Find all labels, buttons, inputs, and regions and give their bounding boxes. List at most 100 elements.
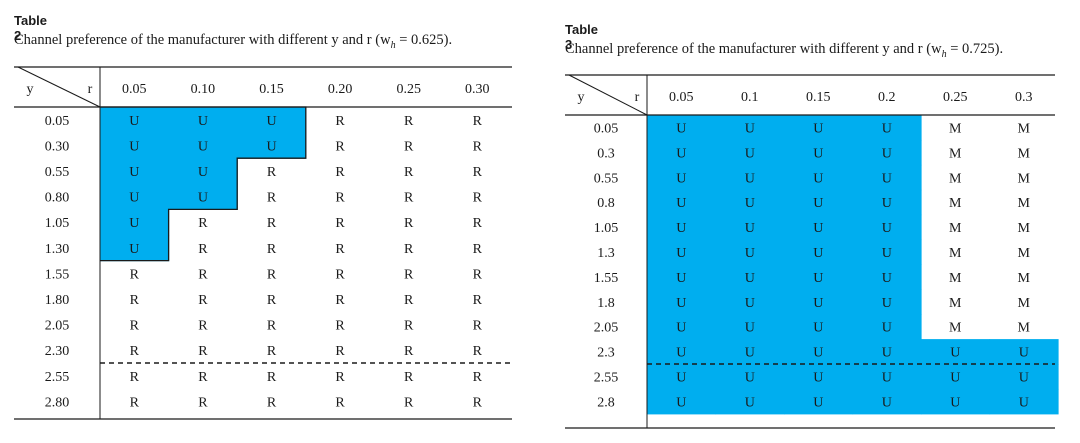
highlight-cell [852, 339, 922, 365]
table-cell: U [813, 196, 823, 211]
table-cell: U [882, 395, 892, 410]
table-cell: U [745, 196, 755, 211]
highlight-cell [852, 289, 922, 315]
table-cell: R [198, 370, 208, 385]
highlight-cell [921, 339, 991, 365]
table-cell: U [676, 221, 686, 236]
table-cell: M [949, 121, 962, 136]
table-cell: U [882, 321, 892, 336]
highlight-cell [989, 388, 1059, 415]
row-header: 1.55 [45, 267, 70, 282]
highlight-cell [647, 364, 717, 390]
table-cell: U [882, 171, 892, 186]
table-cell: R [473, 242, 483, 257]
table-cell: R [473, 370, 483, 385]
table-3-caption-tail: = 0.725). [946, 41, 1004, 57]
highlight-cell [647, 239, 717, 265]
highlight-cell [168, 158, 238, 185]
column-header: 0.05 [669, 90, 694, 105]
table-cell: M [949, 146, 962, 161]
highlight-cell [168, 107, 238, 134]
table-cell: U [745, 246, 755, 261]
highlight-cell [100, 209, 170, 236]
highlight-cell [647, 139, 717, 166]
table-cell: R [335, 267, 345, 282]
corner-diagonal [17, 66, 101, 108]
highlight-cell [852, 239, 922, 265]
highlight-cell [715, 264, 785, 290]
table-cell: U [1019, 395, 1029, 410]
column-header: 0.1 [741, 90, 759, 105]
table-cell: R [267, 242, 277, 257]
table-cell: M [949, 271, 962, 286]
row-header: 0.55 [45, 165, 70, 180]
table-cell: R [130, 370, 140, 385]
table-cell: U [676, 246, 686, 261]
row-header: 1.3 [597, 246, 615, 261]
highlight-cell [715, 115, 785, 141]
highlight-cell [237, 132, 307, 159]
table-cell: R [335, 139, 345, 154]
row-header: 1.55 [594, 271, 619, 286]
table-cell: U [882, 196, 892, 211]
highlight-cell [784, 364, 854, 390]
table-cell: R [198, 267, 208, 282]
table-cell: U [676, 271, 686, 286]
table-cell: U [745, 346, 755, 361]
table-cell: U [676, 321, 686, 336]
row-header: 0.30 [45, 139, 70, 154]
table-cell: R [335, 114, 345, 129]
table-cell: M [949, 221, 962, 236]
table-2-caption-sub: h [390, 39, 396, 51]
highlight-cell [715, 239, 785, 265]
table-cell: U [198, 114, 208, 129]
column-header: 0.15 [806, 90, 831, 105]
table-cell: U [266, 114, 276, 129]
highlight-cell [647, 289, 717, 315]
table-cell: U [129, 242, 139, 257]
table-cell: M [1018, 146, 1031, 161]
table-cell: U [813, 271, 823, 286]
highlight-cell [784, 264, 854, 290]
table-cell: U [198, 165, 208, 180]
table-cell: U [882, 246, 892, 261]
table-cell: R [404, 191, 414, 206]
table-cell: U [129, 114, 139, 129]
corner-label-y: y [578, 90, 585, 105]
column-header: 0.2 [878, 90, 896, 105]
table-cell: M [949, 196, 962, 211]
table-cell: U [813, 296, 823, 311]
table-cell: R [267, 293, 277, 308]
highlight-cell [715, 364, 785, 390]
highlight-cell [784, 289, 854, 315]
table-2-label: Table 2 [14, 13, 47, 43]
highlight-cell [647, 339, 717, 365]
table-cell: U [129, 191, 139, 206]
table-cell: U [676, 346, 686, 361]
table-cell: R [473, 114, 483, 129]
corner-label-r: r [88, 82, 93, 97]
table-cell: R [473, 191, 483, 206]
row-header: 0.80 [45, 191, 70, 206]
table-cell: U [198, 191, 208, 206]
table-cell: M [1018, 271, 1031, 286]
row-header: 1.05 [45, 216, 70, 231]
table-cell: U [676, 395, 686, 410]
table-cell: R [130, 344, 140, 359]
table-cell: R [130, 293, 140, 308]
highlight-cell [168, 132, 238, 159]
table-cell: U [813, 246, 823, 261]
table-cell: U [950, 370, 960, 385]
row-header: 0.3 [597, 146, 615, 161]
table-cell: M [1018, 171, 1031, 186]
table-cell: U [813, 171, 823, 186]
table-cell: R [404, 139, 414, 154]
highlight-cell [784, 388, 854, 415]
highlight-cell [647, 189, 717, 216]
row-header: 2.3 [597, 346, 615, 361]
highlight-cell [921, 364, 991, 390]
table-cell: R [198, 242, 208, 257]
table-cell: R [473, 344, 483, 359]
table-cell: R [335, 242, 345, 257]
table-cell: R [198, 319, 208, 334]
